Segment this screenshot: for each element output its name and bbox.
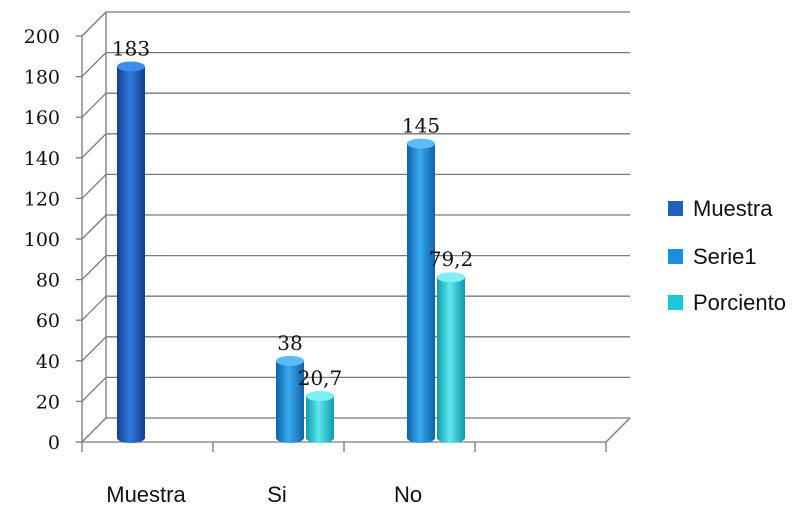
bar-base xyxy=(117,433,145,443)
gridline-depth xyxy=(81,133,107,159)
bar-top xyxy=(306,390,334,401)
data-label: 79,2 xyxy=(429,247,474,271)
bar-top xyxy=(437,272,465,283)
bar-body xyxy=(306,395,334,438)
gridline-depth xyxy=(81,295,107,321)
data-label: 20,7 xyxy=(298,366,343,390)
gridline-depth xyxy=(81,214,107,240)
bars xyxy=(117,61,465,443)
legend: Muestra Serie1 Porciento xyxy=(668,196,786,315)
bar-porciento-si xyxy=(306,390,334,443)
y-tick-label: 120 xyxy=(24,188,60,210)
y-tick-label: 160 xyxy=(24,107,60,129)
y-tick-label: 0 xyxy=(48,432,60,454)
category-label: No xyxy=(394,482,422,506)
y-tick-label: 80 xyxy=(36,270,60,292)
bar-body xyxy=(437,277,465,438)
axes xyxy=(76,12,631,452)
bar-serie1-si xyxy=(276,355,304,443)
bar-body xyxy=(117,66,145,438)
data-label: 183 xyxy=(112,37,150,61)
bar-body xyxy=(407,143,435,438)
legend-swatch-muestra xyxy=(668,201,683,216)
gridline-depth xyxy=(81,376,107,402)
gridlines xyxy=(81,11,630,443)
y-tick-label: 180 xyxy=(24,67,60,89)
bar-base xyxy=(276,433,304,443)
legend-swatch-porciento xyxy=(668,295,683,310)
gridline-depth xyxy=(81,417,107,443)
y-tick-labels: 0 20 40 60 80 100 120 140 160 180 200 xyxy=(24,26,60,454)
bar-base xyxy=(306,433,334,443)
y-tick-label: 200 xyxy=(24,26,60,48)
gridline-depth xyxy=(81,11,107,37)
legend-label-muestra: Muestra xyxy=(693,196,773,221)
bar-base xyxy=(407,433,435,443)
category-label: Muestra xyxy=(106,482,186,506)
bar-top xyxy=(407,138,435,149)
data-label: 38 xyxy=(277,331,302,355)
y-tick-label: 100 xyxy=(24,229,60,251)
legend-swatch-serie1 xyxy=(668,249,683,264)
x-category-labels: Muestra Si No xyxy=(106,482,422,506)
bar-muestra-muestra xyxy=(117,61,145,443)
bar-base xyxy=(437,433,465,443)
y-tick-label: 60 xyxy=(36,310,60,332)
y-tick-label: 40 xyxy=(36,351,60,373)
gridline-depth xyxy=(81,255,107,281)
legend-label-porciento: Porciento xyxy=(693,290,786,315)
gridline-depth xyxy=(81,173,107,199)
y-tick-label: 140 xyxy=(24,148,60,170)
legend-label-serie1: Serie1 xyxy=(693,244,757,269)
bar-body xyxy=(276,360,304,438)
bar-top xyxy=(117,61,145,72)
y-tick-label: 20 xyxy=(36,391,60,413)
bar-porciento-no xyxy=(437,272,465,443)
data-labels: 183 38 20,7 145 79,2 xyxy=(112,37,473,390)
data-label: 145 xyxy=(402,114,440,138)
bar-top xyxy=(276,355,304,366)
gridline-depth xyxy=(81,52,107,78)
category-label: Si xyxy=(267,482,287,506)
floor-edge xyxy=(605,417,631,443)
gridline-depth xyxy=(81,92,107,118)
bar-serie1-no xyxy=(407,138,435,443)
gridline-depth xyxy=(81,336,107,362)
